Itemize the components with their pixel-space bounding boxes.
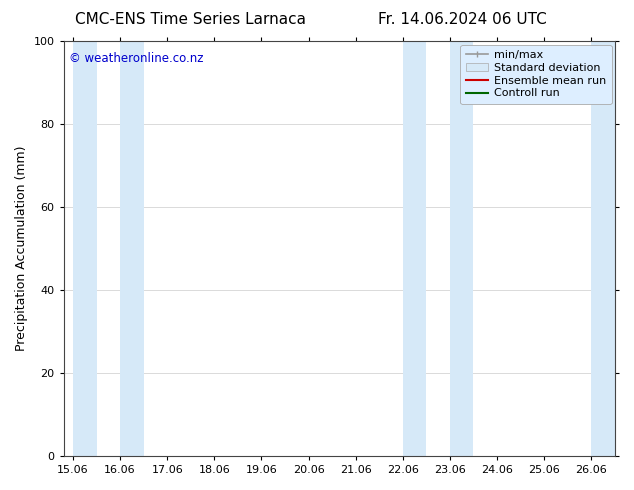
Text: Fr. 14.06.2024 06 UTC: Fr. 14.06.2024 06 UTC [378,12,547,27]
Text: © weatheronline.co.nz: © weatheronline.co.nz [69,51,204,65]
Y-axis label: Precipitation Accumulation (mm): Precipitation Accumulation (mm) [15,146,28,351]
Bar [592,41,615,456]
Text: CMC-ENS Time Series Larnaca: CMC-ENS Time Series Larnaca [75,12,306,27]
Bar [73,41,96,456]
Legend: min/max, Standard deviation, Ensemble mean run, Controll run: min/max, Standard deviation, Ensemble me… [460,45,612,104]
Bar [403,41,427,456]
Bar [450,41,474,456]
Bar [120,41,144,456]
